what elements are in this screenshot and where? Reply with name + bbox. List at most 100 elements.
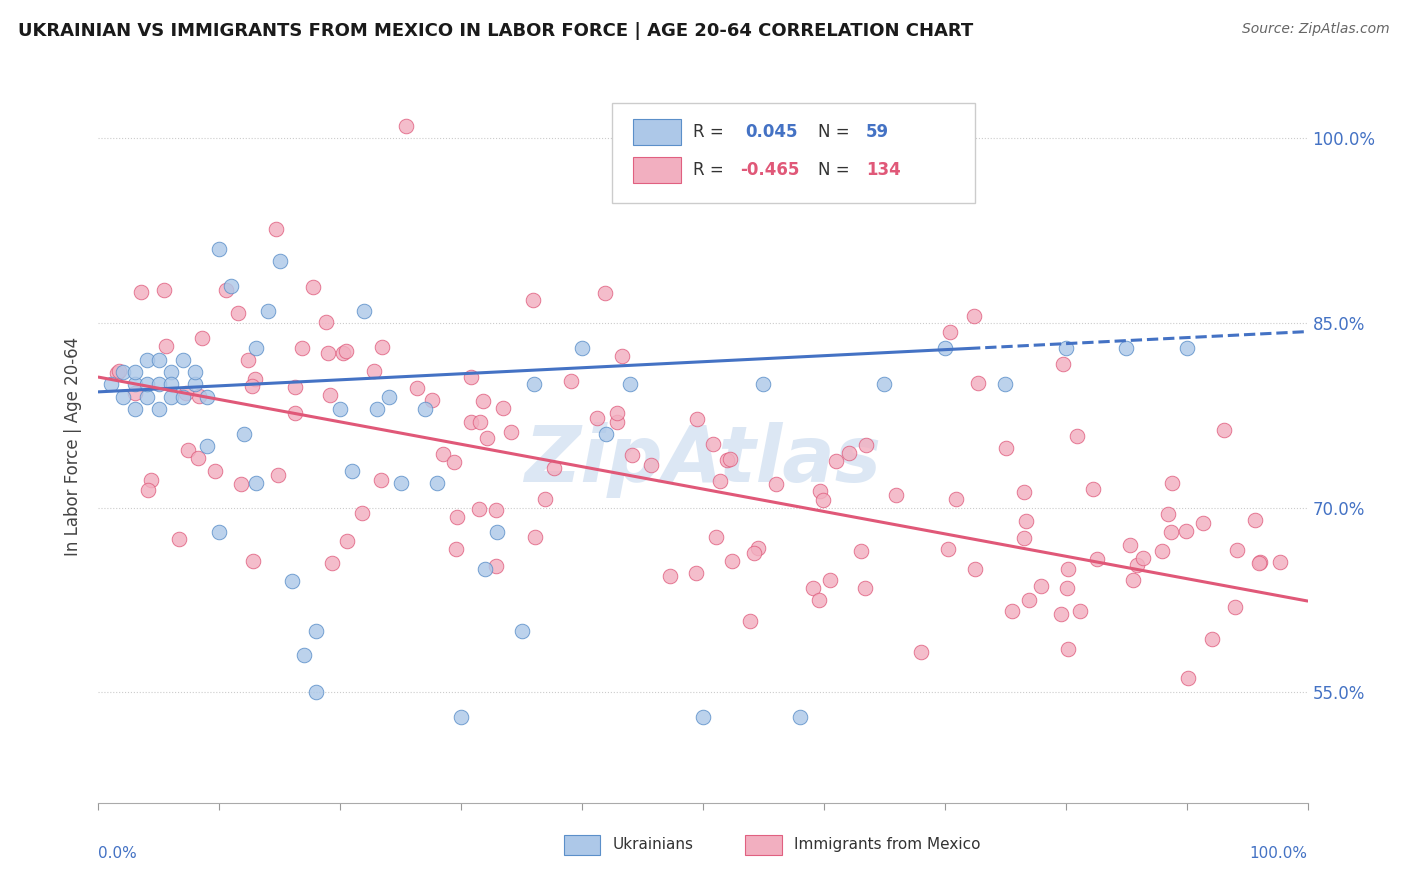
Point bbox=[420, 392, 443, 407]
Point bbox=[301, 279, 323, 293]
Point bbox=[945, 491, 967, 506]
Point bbox=[370, 474, 392, 488]
Point bbox=[264, 221, 287, 235]
Point bbox=[1057, 562, 1080, 576]
Point bbox=[148, 352, 170, 367]
Point bbox=[1085, 551, 1108, 566]
Point bbox=[606, 406, 628, 420]
Point bbox=[406, 381, 429, 395]
Point bbox=[808, 483, 831, 498]
Point bbox=[269, 254, 291, 268]
Point bbox=[281, 574, 304, 589]
Point bbox=[474, 562, 496, 576]
Point bbox=[994, 441, 1017, 455]
Point bbox=[659, 569, 682, 583]
Point bbox=[685, 566, 707, 580]
Point bbox=[606, 415, 628, 429]
Point bbox=[1192, 516, 1215, 530]
Text: Ukrainians: Ukrainians bbox=[613, 838, 693, 853]
Point bbox=[377, 390, 399, 404]
Point bbox=[1174, 524, 1197, 538]
Point bbox=[366, 402, 388, 417]
Point bbox=[1054, 341, 1077, 355]
Point bbox=[236, 353, 259, 368]
Point bbox=[686, 412, 709, 426]
Point bbox=[242, 554, 264, 568]
Point bbox=[208, 242, 231, 256]
FancyBboxPatch shape bbox=[745, 835, 782, 855]
Point bbox=[318, 388, 340, 402]
Point bbox=[855, 437, 877, 451]
FancyBboxPatch shape bbox=[633, 157, 682, 183]
Point bbox=[153, 284, 176, 298]
Point bbox=[1150, 543, 1173, 558]
Point bbox=[738, 614, 761, 628]
Point bbox=[1226, 542, 1249, 557]
Point bbox=[1115, 341, 1137, 355]
Text: R =: R = bbox=[693, 161, 730, 178]
Point bbox=[284, 380, 307, 394]
Point bbox=[523, 377, 546, 392]
Point bbox=[595, 426, 617, 441]
Point bbox=[1175, 341, 1198, 355]
Point bbox=[619, 377, 641, 392]
Text: ZipAtlas: ZipAtlas bbox=[524, 422, 882, 499]
Point bbox=[1029, 579, 1052, 593]
Point bbox=[443, 455, 465, 469]
Point bbox=[148, 377, 170, 392]
Point bbox=[174, 386, 197, 401]
Text: 0.0%: 0.0% bbox=[98, 846, 138, 861]
Point bbox=[543, 461, 565, 475]
Point bbox=[1066, 429, 1088, 443]
Point bbox=[838, 446, 860, 460]
Point bbox=[370, 340, 392, 354]
Point bbox=[290, 341, 312, 355]
Point bbox=[849, 544, 872, 558]
Point bbox=[460, 369, 482, 384]
Point bbox=[169, 533, 191, 547]
Point bbox=[510, 624, 533, 638]
Point bbox=[612, 349, 634, 363]
Point bbox=[305, 685, 328, 699]
Point bbox=[1119, 538, 1142, 552]
Point bbox=[884, 488, 907, 502]
Point bbox=[160, 365, 183, 379]
Point bbox=[135, 390, 157, 404]
Text: Source: ZipAtlas.com: Source: ZipAtlas.com bbox=[1241, 22, 1389, 37]
Point bbox=[245, 341, 267, 355]
Point bbox=[135, 352, 157, 367]
Point bbox=[491, 401, 513, 415]
Point bbox=[1157, 507, 1180, 521]
Point bbox=[446, 509, 468, 524]
Point bbox=[640, 458, 662, 473]
Point bbox=[172, 390, 194, 404]
Point bbox=[789, 709, 811, 723]
Point bbox=[316, 346, 339, 360]
Point bbox=[129, 285, 152, 300]
Point bbox=[936, 542, 959, 557]
Point bbox=[111, 390, 134, 404]
Point bbox=[187, 389, 209, 403]
Point bbox=[232, 426, 254, 441]
Point bbox=[533, 491, 555, 506]
Point bbox=[172, 352, 194, 367]
Point bbox=[228, 305, 250, 319]
Point bbox=[1081, 483, 1104, 497]
Point bbox=[593, 286, 616, 301]
Point bbox=[571, 341, 593, 355]
Point bbox=[450, 709, 472, 723]
Point bbox=[811, 493, 834, 508]
Point bbox=[1001, 604, 1024, 618]
Point bbox=[413, 402, 436, 417]
Point bbox=[215, 283, 238, 297]
Point bbox=[321, 557, 343, 571]
Point bbox=[208, 525, 231, 540]
Point bbox=[718, 452, 741, 467]
Point bbox=[342, 464, 364, 478]
Point bbox=[704, 530, 727, 544]
Point bbox=[963, 309, 986, 323]
Text: 59: 59 bbox=[866, 123, 890, 141]
Text: R =: R = bbox=[693, 123, 730, 141]
Y-axis label: In Labor Force | Age 20-64: In Labor Force | Age 20-64 bbox=[65, 336, 83, 556]
Point bbox=[747, 541, 769, 555]
